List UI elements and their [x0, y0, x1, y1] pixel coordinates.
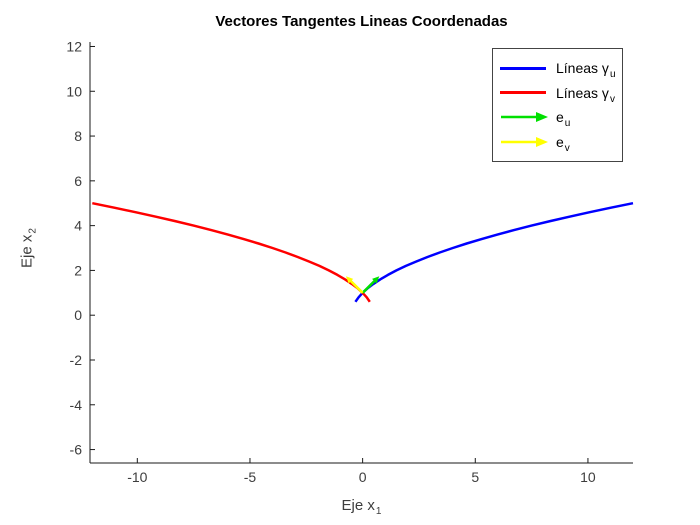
curve-lineas-gamma-v: [92, 201, 371, 303]
y-tick-label: -2: [70, 352, 83, 368]
y-tick-label: 12: [66, 38, 82, 54]
y-tick-label: 2: [74, 262, 82, 278]
y-tick-label: 4: [74, 218, 82, 234]
legend-line-sample: [500, 91, 546, 95]
y-tick-label: -6: [70, 442, 83, 458]
arrow-shaft-e-v: [347, 278, 364, 294]
y-axis-label-subscript: 2: [27, 228, 39, 234]
legend-arrow-sample: [501, 136, 548, 147]
legend-label-lineas-gamma-v: Líneas γv: [556, 84, 615, 105]
x-tick-label: 0: [359, 469, 367, 485]
legend-item-e-u: eu: [493, 109, 622, 129]
legend-label-subscript: u: [609, 69, 616, 81]
legend-arrow-head: [536, 112, 548, 123]
arrow-head-e-v: [345, 276, 354, 284]
arrow-shaft-e-u: [361, 278, 378, 294]
legend-arrow-head: [536, 136, 548, 147]
x-axis-label: Eje x1: [90, 497, 633, 517]
legend-swatch-arrow-e-u: [500, 110, 548, 124]
x-tick-label: 5: [471, 469, 479, 485]
arrow-head-e-u: [372, 276, 380, 284]
legend-label-e-v: ev: [556, 133, 570, 154]
x-tick-label: -5: [244, 469, 257, 485]
x-tick-label: 10: [580, 469, 596, 485]
plot-title: Vectores Tangentes Lineas Coordenadas: [215, 13, 508, 30]
legend-swatch-line-lineas-gamma-v: [500, 91, 548, 95]
legend-label-subscript: u: [564, 118, 571, 130]
y-tick-label: 0: [74, 307, 82, 323]
legend-swatch-arrow-e-v: [500, 135, 548, 149]
y-tick-label: -4: [70, 397, 83, 413]
x-axis-label-subscript: 1: [375, 506, 382, 517]
legend-item-lineas-gamma-u: Líneas γu: [493, 60, 622, 80]
legend: Líneas γu Líneas γv eu ev: [492, 48, 623, 162]
x-tick-label: -10: [127, 469, 147, 485]
legend-item-e-v: ev: [493, 133, 622, 154]
y-tick-label: 10: [66, 83, 82, 99]
y-tick-label: 8: [74, 128, 82, 144]
y-axis-label-text: Eje x: [18, 234, 36, 268]
legend-swatch-line-lineas-gamma-u: [500, 66, 548, 70]
legend-item-lineas-gamma-v: Líneas γv: [493, 84, 622, 105]
y-axis-label: Eje x2: [18, 228, 39, 268]
curve-lineas-gamma-u: [354, 201, 634, 303]
legend-label-subscript: v: [564, 142, 570, 154]
legend-arrow-sample: [501, 112, 548, 123]
x-axis-label-text: Eje x: [341, 497, 375, 514]
legend-line-sample: [500, 66, 546, 70]
legend-label-text: e: [556, 133, 564, 150]
legend-label-lineas-gamma-u: Líneas γu: [556, 60, 616, 80]
legend-label-subscript: v: [609, 93, 615, 105]
y-tick-label: 6: [74, 173, 82, 189]
legend-label-e-u: eu: [556, 109, 570, 129]
legend-label-text: Líneas γ: [556, 84, 609, 101]
legend-label-text: Líneas γ: [556, 60, 609, 77]
legend-label-text: e: [556, 109, 564, 126]
